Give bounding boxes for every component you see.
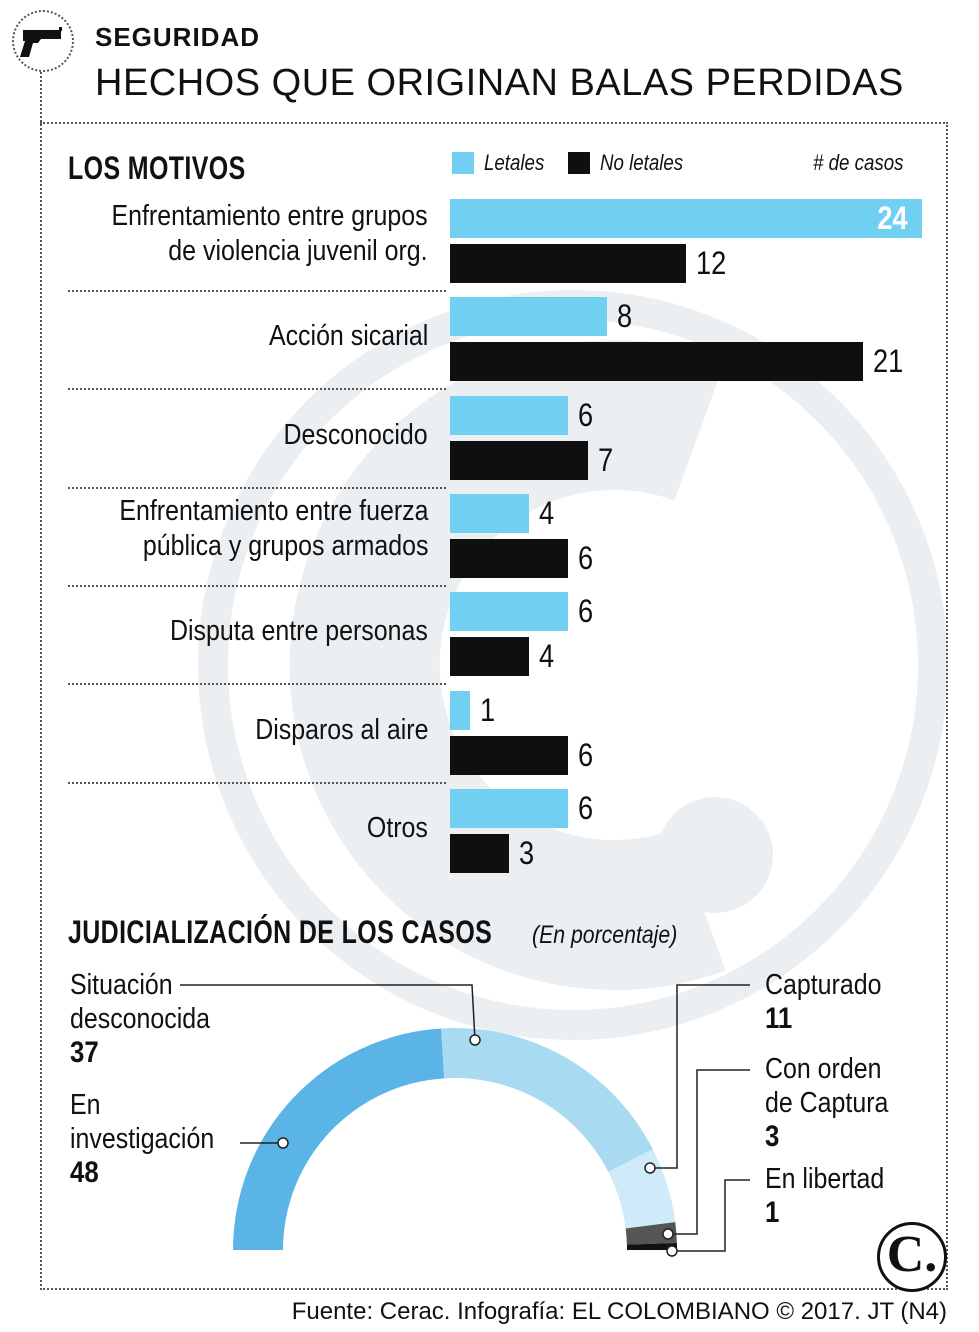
donut-value: 48 xyxy=(70,1156,99,1189)
category-label: Disputa entre personas xyxy=(170,614,428,649)
bar-value-label: 4 xyxy=(538,638,554,675)
bar-value-label: 6 xyxy=(578,593,594,630)
donut-slice-label: Capturado 11 xyxy=(765,968,900,1036)
leader-line xyxy=(650,984,750,1169)
donut-value: 11 xyxy=(765,1002,793,1035)
bar-letales xyxy=(450,199,922,238)
category-label-line: Acción sicarial xyxy=(268,320,428,353)
bar-letales xyxy=(450,690,470,730)
category-label-line: Otros xyxy=(367,811,428,844)
donut-label-text: Situación xyxy=(70,969,173,1001)
donut-chart-subtitle: (En porcentaje) xyxy=(532,921,678,949)
donut-label-text: investigación xyxy=(70,1123,215,1155)
bar-value-label: 6 xyxy=(578,539,594,576)
bar-value-label: 7 xyxy=(597,441,613,478)
leader-line xyxy=(668,1069,750,1235)
bar-no-letales xyxy=(450,833,509,873)
donut-value: 37 xyxy=(70,1036,99,1069)
row-separator xyxy=(68,486,446,489)
category-label: Disparos al aire xyxy=(255,713,428,748)
bar-no-letales xyxy=(450,538,568,578)
bar-value-label: 1 xyxy=(479,691,495,728)
bar-no-letales xyxy=(450,735,568,775)
legend-label-letales: Letales xyxy=(484,150,545,175)
bar-value-label: 4 xyxy=(538,494,554,531)
donut-slice xyxy=(608,1149,676,1229)
category-label-line: Desconocido xyxy=(283,418,428,451)
main-title: HECHOS QUE ORIGINAN BALAS PERDIDAS xyxy=(95,62,904,104)
bar-letales xyxy=(450,592,568,632)
category-label: Enfrentamiento entre grupos de violencia … xyxy=(112,199,428,269)
leader-dot xyxy=(666,1245,678,1257)
bar-no-letales xyxy=(450,342,863,382)
bar-value-label: 6 xyxy=(578,736,594,773)
donut-label-text: En libertad xyxy=(765,1163,885,1195)
donut-value: 1 xyxy=(765,1196,780,1229)
donut-slice xyxy=(441,1028,653,1172)
bar-chart-title: LOS MOTIVOS xyxy=(68,150,246,186)
row-separator xyxy=(68,290,446,292)
legend-swatch-no-letales xyxy=(568,152,590,174)
donut-slice-label: En libertad 1 xyxy=(765,1162,904,1230)
bar-value-label: 6 xyxy=(578,789,594,826)
leader-dot xyxy=(644,1162,656,1174)
bar-letales xyxy=(450,297,608,337)
source-footer: Fuente: Cerac. Infografía: EL COLOMBIANO… xyxy=(291,1298,947,1325)
row-separator xyxy=(68,781,446,784)
bar-letales xyxy=(450,395,568,435)
bar-letales xyxy=(450,788,568,828)
leader-dot xyxy=(662,1228,674,1240)
row-separator xyxy=(68,683,446,686)
category-label: Acción sicarial xyxy=(269,319,428,354)
category-label-line: pública y grupos armados xyxy=(142,529,428,562)
gun-icon xyxy=(20,27,62,57)
category-label-line: Disputa entre personas xyxy=(170,615,428,648)
section-label: SEGURIDAD xyxy=(95,22,261,52)
frame-left-border xyxy=(40,52,42,1286)
leader-line xyxy=(180,984,476,1041)
category-label: Desconocido xyxy=(284,418,428,453)
category-label-line: Enfrentamiento entre grupos xyxy=(111,200,428,232)
donut-slice xyxy=(233,1028,445,1250)
bar-letales xyxy=(450,493,529,533)
bar-value-label: 8 xyxy=(617,298,633,335)
category-label-line: Enfrentamiento entre fuerza xyxy=(118,494,428,527)
leader-dot xyxy=(469,1034,481,1046)
legend-swatch-letales xyxy=(452,152,474,174)
donut-label-text: de Captura xyxy=(765,1087,889,1119)
frame-border xyxy=(40,122,948,1290)
category-label: Otros xyxy=(367,811,428,846)
donut-value: 3 xyxy=(765,1120,780,1153)
row-separator xyxy=(68,388,446,391)
bar-value-label: 3 xyxy=(519,834,535,871)
donut-slice-label: Situación desconocida 37 xyxy=(70,968,233,1070)
donut-label-text: desconocida xyxy=(70,1003,211,1035)
category-label-line: de violencia juvenil org. xyxy=(168,235,428,267)
legend-label-no-letales: No letales xyxy=(600,150,684,175)
el-colombiano-logo: C. xyxy=(877,1222,947,1292)
bar-value-label: 6 xyxy=(578,396,594,433)
bar-value-label: 24 xyxy=(877,200,908,236)
unit-label: # de casos xyxy=(813,150,904,175)
donut-label-text: En xyxy=(70,1089,101,1121)
bar-no-letales xyxy=(450,440,588,480)
category-label-line: Disparos al aire xyxy=(254,713,428,746)
donut-slice-label: Con orden de Captura 3 xyxy=(765,1052,909,1154)
category-label: Enfrentamiento entre fuerza pública y gru… xyxy=(119,494,428,564)
bar-no-letales xyxy=(450,244,686,283)
gun-icon-badge xyxy=(12,10,74,72)
bar-value-label: 21 xyxy=(873,343,904,380)
donut-chart-title: JUDICIALIZACIÓN DE LOS CASOS xyxy=(68,914,493,950)
leader-dot xyxy=(277,1137,289,1149)
donut-slice xyxy=(625,1222,677,1245)
donut-label-text: Con orden xyxy=(765,1053,882,1085)
bar-no-letales xyxy=(450,637,529,677)
donut-slice-label: En investigación 48 xyxy=(70,1088,238,1190)
donut-label-text: Capturado xyxy=(765,969,882,1001)
row-separator xyxy=(68,584,446,587)
bar-value-label: 12 xyxy=(696,245,727,281)
donut-slice xyxy=(626,1243,677,1250)
leader-line xyxy=(672,1179,750,1252)
